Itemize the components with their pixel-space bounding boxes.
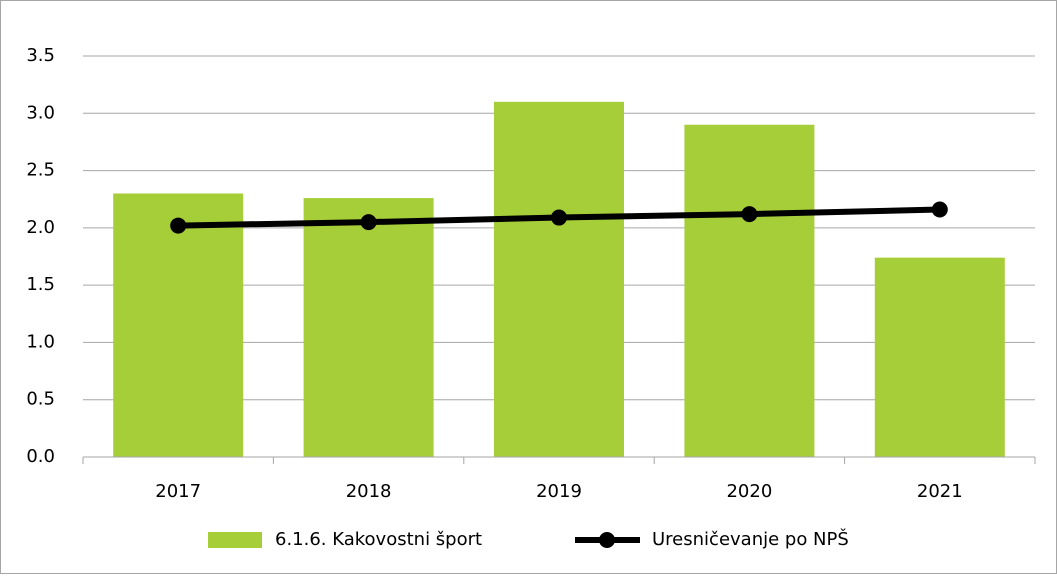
bar — [494, 101, 624, 457]
x-tick-label: 2017 — [155, 481, 201, 502]
legend-label: Uresničevanje po NPŠ — [652, 528, 849, 550]
line-marker — [741, 206, 758, 223]
legend-marker — [599, 532, 615, 548]
x-tick-label: 2020 — [726, 481, 772, 502]
bar — [874, 257, 1005, 457]
y-tick-label: 3.5 — [26, 45, 55, 66]
bar — [684, 124, 815, 457]
line-marker — [931, 201, 948, 218]
bar — [113, 193, 244, 457]
x-tick-label: 2019 — [536, 481, 582, 502]
x-tick-label: 2018 — [346, 481, 392, 502]
line-marker — [360, 214, 377, 231]
y-tick-label: 3.0 — [26, 102, 55, 123]
x-tick-label: 2021 — [917, 481, 963, 502]
legend-label: 6.1.6. Kakovostni šport — [275, 529, 482, 550]
bar — [303, 198, 434, 457]
line-marker — [170, 217, 187, 234]
y-tick-label: 2.5 — [26, 160, 55, 181]
y-tick-label: 1.0 — [26, 331, 55, 352]
y-tick-label: 0.0 — [26, 446, 55, 467]
y-tick-label: 1.5 — [26, 274, 55, 295]
y-tick-label: 0.5 — [26, 389, 55, 410]
line-marker — [551, 209, 567, 226]
legend-swatch — [208, 532, 262, 548]
y-tick-label: 2.0 — [26, 217, 55, 238]
